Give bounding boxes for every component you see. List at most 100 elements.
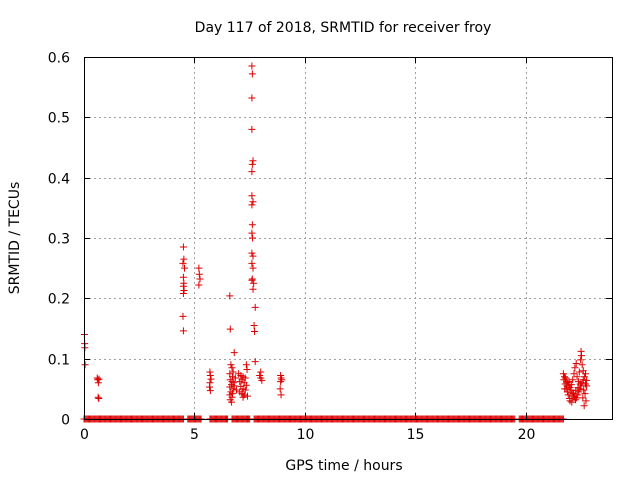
data-point: [251, 303, 259, 311]
data-point: [251, 358, 259, 366]
data-point: [277, 378, 285, 386]
data-point: [243, 392, 251, 400]
data-point: [227, 388, 235, 396]
y-tick-label: 0.4: [48, 172, 70, 188]
data-point: [179, 290, 187, 298]
data-point: [577, 356, 585, 364]
data-point: [575, 388, 583, 396]
x-tick-label: 20: [518, 427, 536, 443]
y-tick-label: 0.5: [48, 111, 70, 127]
data-point: [179, 259, 187, 267]
data-point: [196, 275, 204, 283]
data-point: [248, 221, 256, 229]
data-point: [572, 396, 580, 404]
data-point: [248, 70, 256, 78]
data-point: [249, 198, 257, 206]
data-point: [250, 321, 258, 329]
data-point: [560, 376, 568, 384]
x-tick-label: 0: [80, 427, 89, 443]
data-point: [561, 373, 569, 381]
data-point: [248, 168, 256, 176]
grid-lines: [84, 57, 612, 419]
data-point: [179, 273, 187, 281]
data-point: [250, 279, 258, 287]
data-point: [583, 376, 591, 384]
data-point: [180, 286, 188, 294]
data-point: [277, 391, 285, 399]
data-point: [248, 192, 256, 200]
data-point: [94, 376, 102, 384]
data-point: [95, 394, 103, 402]
data-point: [230, 382, 238, 390]
data-point: [570, 390, 578, 398]
data-point: [249, 157, 257, 165]
y-axis-label: SRMTID / TECUs: [7, 182, 23, 295]
data-point: [571, 364, 579, 372]
data-point: [242, 381, 250, 389]
data-point: [81, 361, 89, 369]
data-point: [230, 349, 238, 357]
data-point: [248, 249, 256, 257]
data-point: [179, 312, 187, 320]
data-point: [205, 383, 213, 391]
x-tick-label: 10: [297, 427, 315, 443]
data-point: [573, 394, 581, 402]
data-point: [249, 285, 257, 293]
data-point: [580, 373, 588, 381]
data-point: [276, 385, 284, 393]
data-point: [239, 393, 247, 401]
data-point: [179, 327, 187, 335]
data-point: [579, 376, 587, 384]
data-point: [579, 394, 587, 402]
axis-ticks: [84, 57, 612, 420]
x-tick-label: 5: [190, 427, 199, 443]
data-point: [251, 328, 259, 336]
data-point: [195, 264, 203, 272]
chart-title: Day 117 of 2018, SRMTID for receiver fro…: [195, 20, 492, 36]
data-point: [241, 374, 249, 382]
data-point: [580, 386, 588, 394]
y-tick-label: 0.3: [48, 232, 70, 248]
data-point: [568, 398, 576, 406]
data-point: [181, 264, 189, 272]
data-point: [226, 376, 234, 384]
data-point: [226, 325, 234, 333]
data-point: [576, 380, 584, 388]
data-point: [248, 259, 256, 267]
tick-labels: 0 5 10 15 20 0 0.1 0.2 0.3 0.4 0.5 0.6: [48, 51, 536, 444]
data-point: [195, 281, 203, 289]
data-point: [568, 389, 576, 397]
data-point: [179, 282, 187, 290]
data-point: [248, 62, 256, 70]
y-tick-label: 0.2: [48, 292, 70, 308]
data-point: [566, 397, 574, 405]
data-point: [179, 243, 187, 251]
data-point: [574, 391, 582, 399]
data-point: [242, 361, 250, 369]
data-point: [249, 234, 257, 242]
x-tick-label: 15: [407, 427, 425, 443]
data-point: [573, 373, 581, 381]
data-point: [226, 292, 234, 300]
data-point: [258, 376, 266, 384]
data-point: [241, 386, 249, 394]
data-point: [578, 361, 586, 369]
data-point: [207, 375, 215, 383]
data-point: [229, 368, 237, 376]
data-point: [232, 386, 240, 394]
data-point: [226, 383, 234, 391]
data-point: [564, 391, 572, 399]
data-point: [562, 374, 570, 382]
y-tick-label: 0.1: [48, 353, 70, 369]
data-point: [249, 264, 257, 272]
data-point: [236, 378, 244, 386]
y-tick-label: 0: [61, 413, 70, 429]
data-point: [228, 364, 236, 372]
data-point: [94, 393, 102, 401]
data-point: [248, 94, 256, 102]
data-point: [578, 352, 586, 360]
data-point: [581, 390, 589, 398]
data-point: [94, 379, 102, 387]
